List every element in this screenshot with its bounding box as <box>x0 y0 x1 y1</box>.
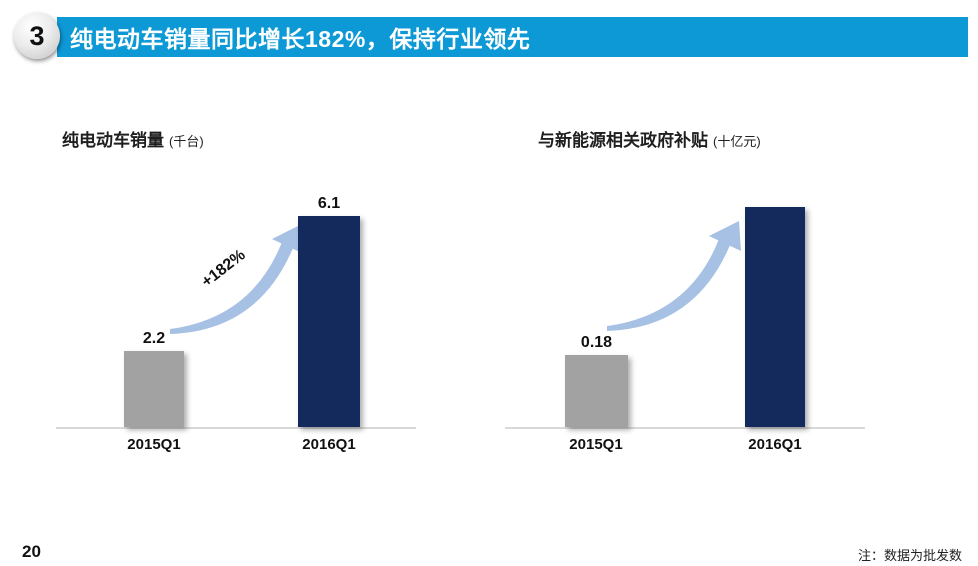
x-axis-line <box>56 427 416 429</box>
bar-group-2016q1: 6.1 <box>298 195 360 427</box>
category-label-2016q1: 2016Q1 <box>302 436 356 453</box>
right-chart-title: 与新能源相关政府补贴 (十亿元) <box>538 126 761 151</box>
subsidy-bar-chart: 0.18 2015Q1 2016Q1 <box>505 180 865 470</box>
growth-arrow-icon <box>607 221 741 331</box>
growth-arrow-icon <box>170 224 304 334</box>
bar-group-2015q1: 0.18 <box>565 334 628 427</box>
bar-group-2016q1 <box>745 203 805 427</box>
category-label-2015q1: 2015Q1 <box>127 436 181 453</box>
left-chart-title-text: 纯电动车销量 <box>62 131 164 150</box>
bar-value-label: 2.2 <box>142 330 166 347</box>
bar-2015q1 <box>565 355 628 427</box>
section-number-badge: 3 <box>14 13 60 59</box>
left-chart-unit-label: (千台) <box>169 134 204 149</box>
page-number: 20 <box>22 542 41 561</box>
bar-2015q1 <box>124 351 184 427</box>
right-chart-unit-label: (十亿元) <box>713 134 761 149</box>
bar-value-label: 0.18 <box>580 334 613 351</box>
bar-2016q1 <box>298 216 360 427</box>
left-chart-title: 纯电动车销量 (千台) <box>62 126 204 151</box>
bar-2016q1 <box>745 207 805 427</box>
bar-value-label: 6.1 <box>317 195 341 212</box>
growth-percent-label: +182% <box>198 246 249 291</box>
category-label-2016q1: 2016Q1 <box>748 436 802 453</box>
x-axis-line <box>505 427 865 429</box>
footnote: 注：数据为批发数 <box>857 548 962 563</box>
category-label-2015q1: 2015Q1 <box>569 436 623 453</box>
bar-group-2015q1: 2.2 <box>124 330 184 427</box>
slide-title: 纯电动车销量同比增长182%，保持行业领先 <box>70 26 531 52</box>
ev-sales-bar-chart: +182% 2.2 6.1 2015Q1 2016Q1 <box>56 180 416 470</box>
slide-title-banner: 纯电动车销量同比增长182%，保持行业领先 <box>57 17 968 57</box>
right-chart-title-text: 与新能源相关政府补贴 <box>538 131 708 150</box>
